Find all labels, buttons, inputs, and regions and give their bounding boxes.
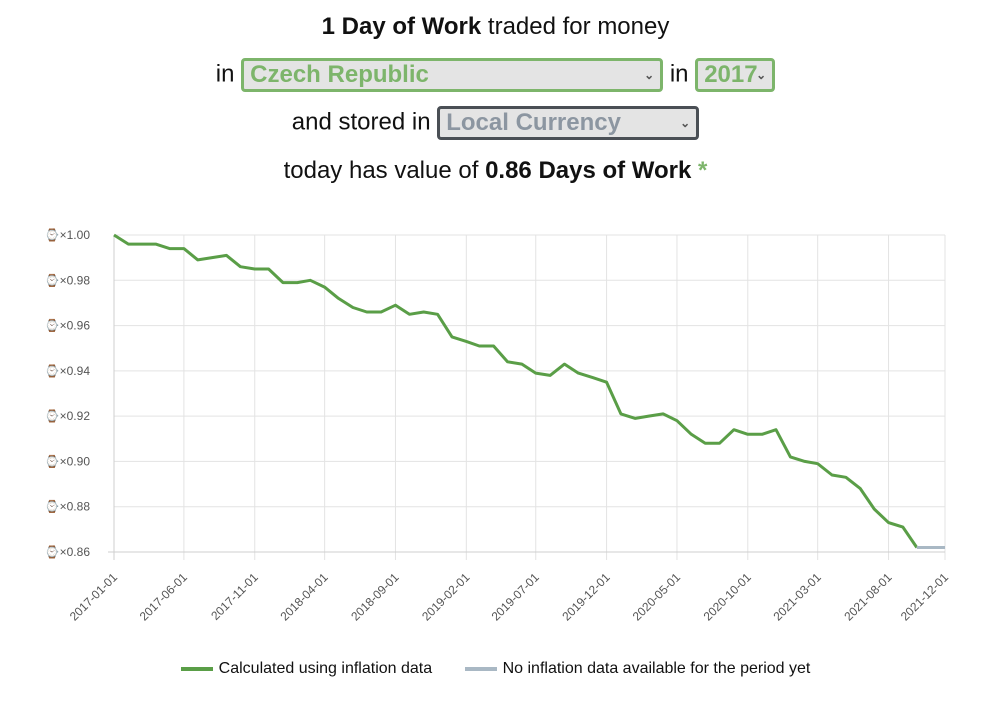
x-tick-label: 2017-01-01 [67,570,121,624]
x-tick-label: 2017-06-01 [137,570,191,624]
country-year-row: in Czech Republic ⌄ in 2017 ⌄ [0,58,991,92]
legend-label-projected: No inflation data available for the peri… [502,660,811,677]
x-tick-label: 2020-10-01 [701,570,755,624]
x-tick-label: 2017-11-01 [208,570,261,623]
footnote-link[interactable]: * [698,157,708,184]
legend-item-projected[interactable]: No inflation data available for the peri… [464,660,811,678]
currency-select[interactable]: Local Currency ⌄ [437,106,700,140]
stored-label: and stored in [291,108,431,136]
y-tick-label: ⌚×0.92 [45,409,91,423]
series-line-actual [113,233,919,549]
legend-label-actual: Calculated using inflation data [218,660,433,677]
chevron-down-icon: ⌄ [644,68,655,82]
result-row: today has value of 0.86 Days of Work * [0,157,991,185]
currency-select-value: Local Currency [446,109,621,136]
y-tick-label: ⌚×1.00 [45,228,91,242]
legend: Calculated using inflation data No infla… [0,658,991,678]
y-tick-label: ⌚×0.90 [45,454,91,468]
y-tick-label: ⌚×0.96 [45,319,91,333]
x-tick-label: 2018-09-01 [348,570,402,624]
in-label: in [215,60,235,88]
y-tick-label: ⌚×0.88 [45,500,91,514]
x-tick-label: 2021-08-01 [841,570,895,624]
y-tick-label: ⌚×0.86 [45,545,91,559]
headline-bold: 1 Day of Work [321,13,482,40]
legend-item-actual[interactable]: Calculated using inflation data [180,660,433,678]
result-value: 0.86 Days of Work [485,157,692,184]
x-tick-label: 2019-12-01 [559,570,613,624]
headline: 1 Day of Work traded for money [0,13,991,41]
headline-rest: traded for money [481,13,670,40]
x-tick-label: 2019-07-01 [489,570,543,624]
result-prefix: today has value of [283,157,486,184]
legend-swatch-actual [180,667,213,671]
chevron-down-icon: ⌄ [756,68,767,82]
year-select-value: 2017 [704,61,758,88]
x-tick-label: 2019-02-01 [419,570,473,624]
x-tick-label: 2020-05-01 [630,570,684,624]
x-tick-label: 2021-12-01 [898,570,952,624]
chevron-down-icon: ⌄ [680,116,691,130]
country-select-value: Czech Republic [250,61,429,88]
in-label-2: in [669,60,689,88]
legend-swatch-projected [464,667,497,671]
country-select[interactable]: Czech Republic ⌄ [241,58,664,92]
x-tick-label: 2021-03-01 [771,570,825,624]
y-tick-label: ⌚×0.98 [45,273,91,287]
x-tick-label: 2018-04-01 [277,570,331,624]
currency-row: and stored in Local Currency ⌄ [0,106,991,140]
y-tick-label: ⌚×0.94 [45,364,91,378]
year-select[interactable]: 2017 ⌄ [695,58,776,92]
